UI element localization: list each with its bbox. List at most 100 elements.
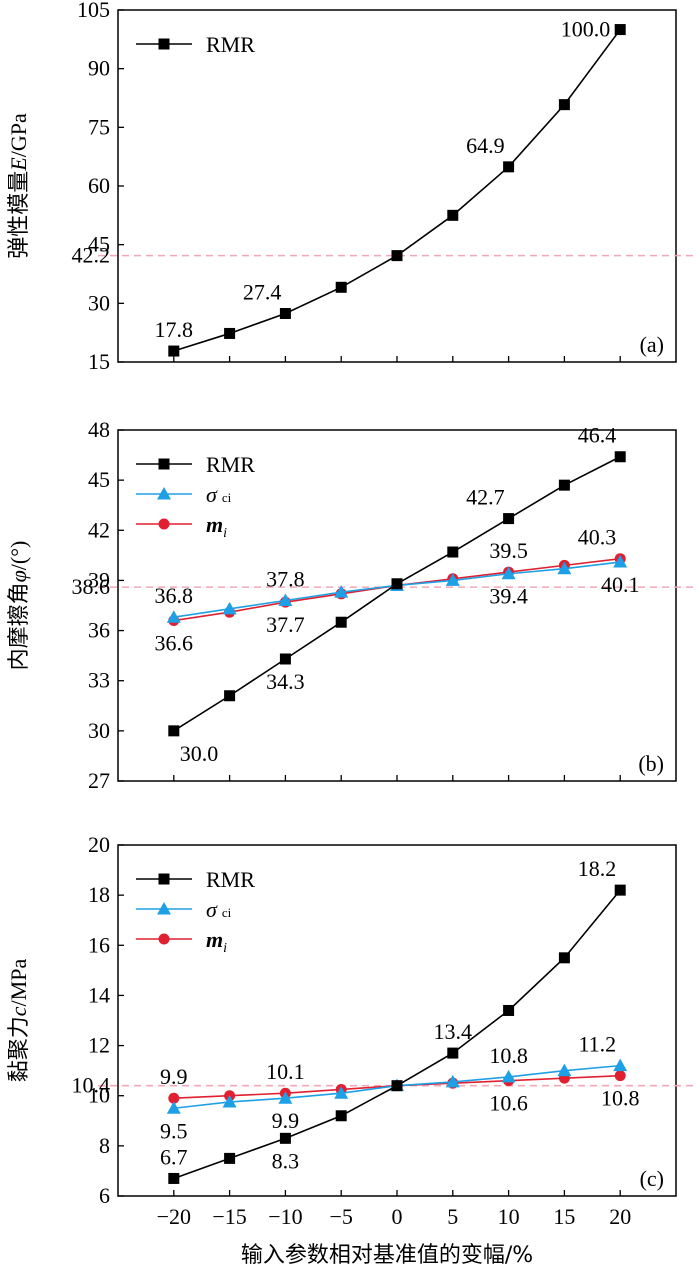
plot-frame	[117, 9, 677, 363]
data-point	[558, 99, 570, 111]
y-axis-label-unit: /(°)	[6, 541, 31, 571]
y-tick-label: 30	[88, 718, 110, 743]
legend-marker	[158, 518, 170, 530]
data-point	[279, 308, 291, 320]
panel-c: 6 8 10 12 14 16 18 20 10.4 黏聚力c/MPa (c) 9.9 9.56.7 10…	[6, 832, 696, 1229]
legend-marker	[157, 902, 171, 915]
data-label: 36.8	[155, 583, 194, 608]
legend-item-RMR: RMR	[136, 867, 255, 892]
data-label: 34.3	[266, 669, 305, 694]
data-point	[166, 610, 181, 623]
x-tick-label: 20	[609, 1204, 631, 1229]
y-tick-label: 48	[88, 417, 110, 442]
y-tick-label: 30	[88, 290, 110, 315]
panel-b: 27 30 33 36 39 42 45 48 38.6 内摩擦角φ/(°) (b) 36.8 36.6…	[6, 417, 696, 793]
data-label: 100.0	[561, 17, 611, 42]
series-line	[173, 456, 621, 732]
legend-subscript: ci	[222, 490, 232, 505]
data-label: 42.7	[466, 485, 505, 510]
plot-frame	[117, 429, 677, 782]
legend-symbol: m	[206, 512, 223, 537]
panel-label: (b)	[638, 751, 664, 776]
series-line	[173, 29, 621, 352]
data-point	[614, 24, 626, 36]
legend-item-RMR: RMR	[136, 32, 255, 57]
data-point	[614, 884, 626, 896]
x-tick-label: 0	[392, 1204, 403, 1229]
data-point	[447, 1047, 459, 1059]
data-point	[501, 566, 516, 580]
data-point	[447, 546, 459, 558]
x-tick-label: −15	[212, 1204, 246, 1229]
y-axis-label: 黏聚力c/MPa	[6, 959, 32, 1083]
data-point	[557, 1063, 572, 1077]
data-label: 39.5	[489, 538, 528, 563]
data-label: 37.8	[266, 566, 305, 591]
data-point	[391, 578, 403, 590]
data-label: 39.4	[489, 584, 528, 609]
reference-value-label: 10.4	[72, 1073, 111, 1098]
data-point	[613, 555, 628, 568]
panel-label: (a)	[640, 332, 664, 357]
y-axis-label-text: 弹性模量	[7, 171, 32, 259]
legend-subscript: i	[223, 941, 227, 956]
legend-marker	[158, 933, 170, 945]
legend-label: mi	[206, 512, 227, 541]
data-point	[503, 1004, 515, 1016]
y-tick-label: 10	[88, 1083, 110, 1108]
data-point	[614, 451, 626, 463]
y-tick-label: 105	[77, 0, 110, 22]
y-tick-label: 36	[88, 618, 110, 643]
data-label: 36.6	[155, 631, 194, 656]
data-point	[335, 616, 347, 628]
data-point	[168, 1172, 180, 1184]
y-axis-label-symbol: c	[6, 1006, 31, 1016]
y-tick-label: 42	[88, 517, 110, 542]
legend-marker	[158, 873, 170, 885]
data-point	[391, 250, 403, 262]
data-point	[168, 1092, 180, 1104]
y-axis-label: 内摩擦角φ/(°)	[6, 541, 32, 671]
y-tick-label: 45	[88, 467, 110, 492]
y-axis-label-text: 内摩擦角	[7, 582, 32, 670]
data-label: 9.5	[160, 1118, 188, 1143]
data-label: 64.9	[466, 133, 505, 158]
y-tick-label: 16	[88, 932, 110, 957]
data-point	[558, 479, 570, 491]
legend-label: mi	[206, 927, 227, 956]
y-tick-label: 27	[88, 768, 110, 793]
legend-label: RMR	[206, 32, 255, 57]
data-label: 10.8	[601, 1086, 640, 1111]
data-point	[503, 513, 515, 525]
data-label: 37.7	[266, 612, 305, 637]
y-tick-label: 8	[99, 1133, 110, 1158]
x-axis-label: 输入参数相对基准值的变幅/%	[241, 1243, 533, 1268]
data-point	[335, 1110, 347, 1122]
data-point	[334, 1086, 349, 1099]
legend-marker	[158, 458, 170, 470]
panel-a: 15 30 45 60 75 90 105 42.2 弹性模量E/GPa (a) 17.8 27.4 6…	[6, 0, 696, 374]
series-line	[173, 889, 621, 1180]
y-tick-label: 15	[88, 349, 110, 374]
data-point	[335, 281, 347, 293]
y-axis-label-symbol: φ	[6, 570, 31, 582]
data-point	[334, 585, 349, 598]
data-point	[614, 1070, 626, 1082]
data-label: 46.4	[578, 423, 617, 448]
y-tick-label: 60	[88, 173, 110, 198]
data-label: 17.8	[155, 317, 194, 342]
legend-symbol: σ	[206, 482, 218, 507]
plot-frame	[117, 844, 677, 1197]
legend-subscript: ci	[222, 905, 232, 920]
data-point	[224, 690, 236, 702]
x-tick-label: −10	[268, 1204, 302, 1229]
data-label: 27.4	[243, 280, 282, 305]
data-point	[447, 209, 459, 221]
legend-item-mi: mi	[136, 512, 227, 541]
x-tick-label: −20	[157, 1204, 191, 1229]
legend-symbol: m	[206, 927, 223, 952]
y-axis-label-text: 黏聚力	[7, 1016, 32, 1082]
y-tick-label: 12	[88, 1033, 110, 1058]
data-label: 10.8	[489, 1043, 528, 1068]
